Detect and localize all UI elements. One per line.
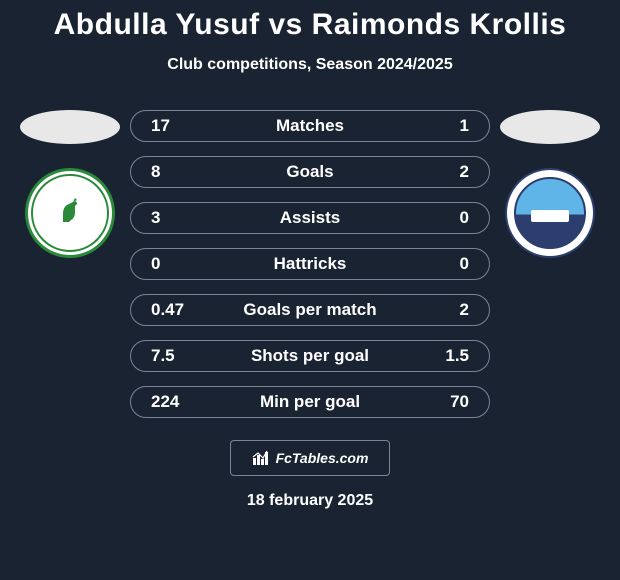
- stat-row-goals-per-match: 0.47 Goals per match 2: [130, 294, 490, 326]
- stat-label: Shots per goal: [211, 346, 409, 366]
- page-subtitle: Club competitions, Season 2024/2025: [0, 56, 620, 74]
- liberec-inner-icon: [514, 177, 586, 249]
- stat-left-value: 8: [151, 162, 211, 182]
- left-player-col: [10, 110, 130, 258]
- player-right-photo-placeholder: [500, 110, 600, 144]
- kangaroo-icon: [55, 194, 85, 233]
- page-root: Abdulla Yusuf vs Raimonds Krollis Club c…: [0, 0, 620, 580]
- page-title: Abdulla Yusuf vs Raimonds Krollis: [0, 8, 620, 42]
- stat-right-value: 70: [409, 392, 469, 412]
- bar-chart-icon: [252, 450, 272, 466]
- stat-row-assists: 3 Assists 0: [130, 202, 490, 234]
- club-badge-left: [25, 168, 115, 258]
- stat-right-value: 0: [409, 254, 469, 274]
- stat-right-value: 2: [409, 162, 469, 182]
- club-badge-right: [505, 168, 595, 258]
- right-player-col: [490, 110, 610, 258]
- stat-right-value: 1: [409, 116, 469, 136]
- stat-row-shots-per-goal: 7.5 Shots per goal 1.5: [130, 340, 490, 372]
- stat-left-value: 17: [151, 116, 211, 136]
- brand-text: FcTables.com: [276, 450, 369, 466]
- stat-left-value: 0: [151, 254, 211, 274]
- stat-left-value: 224: [151, 392, 211, 412]
- stat-row-hattricks: 0 Hattricks 0: [130, 248, 490, 280]
- stat-row-goals: 8 Goals 2: [130, 156, 490, 188]
- stat-left-value: 0.47: [151, 300, 211, 320]
- stat-right-value: 2: [409, 300, 469, 320]
- player-left-photo-placeholder: [20, 110, 120, 144]
- stat-label: Assists: [211, 208, 409, 228]
- comparison-area: 17 Matches 1 8 Goals 2 3 Assists 0 0 Hat…: [0, 110, 620, 418]
- stats-table: 17 Matches 1 8 Goals 2 3 Assists 0 0 Hat…: [130, 110, 490, 418]
- stat-label: Goals: [211, 162, 409, 182]
- footer-date: 18 february 2025: [0, 492, 620, 510]
- stat-label: Min per goal: [211, 392, 409, 412]
- stat-right-value: 0: [409, 208, 469, 228]
- stat-left-value: 3: [151, 208, 211, 228]
- brand-badge: FcTables.com: [230, 440, 390, 476]
- stat-row-matches: 17 Matches 1: [130, 110, 490, 142]
- stat-row-min-per-goal: 224 Min per goal 70: [130, 386, 490, 418]
- stat-label: Goals per match: [211, 300, 409, 320]
- stat-right-value: 1.5: [409, 346, 469, 366]
- stat-left-value: 7.5: [151, 346, 211, 366]
- stat-label: Hattricks: [211, 254, 409, 274]
- stat-label: Matches: [211, 116, 409, 136]
